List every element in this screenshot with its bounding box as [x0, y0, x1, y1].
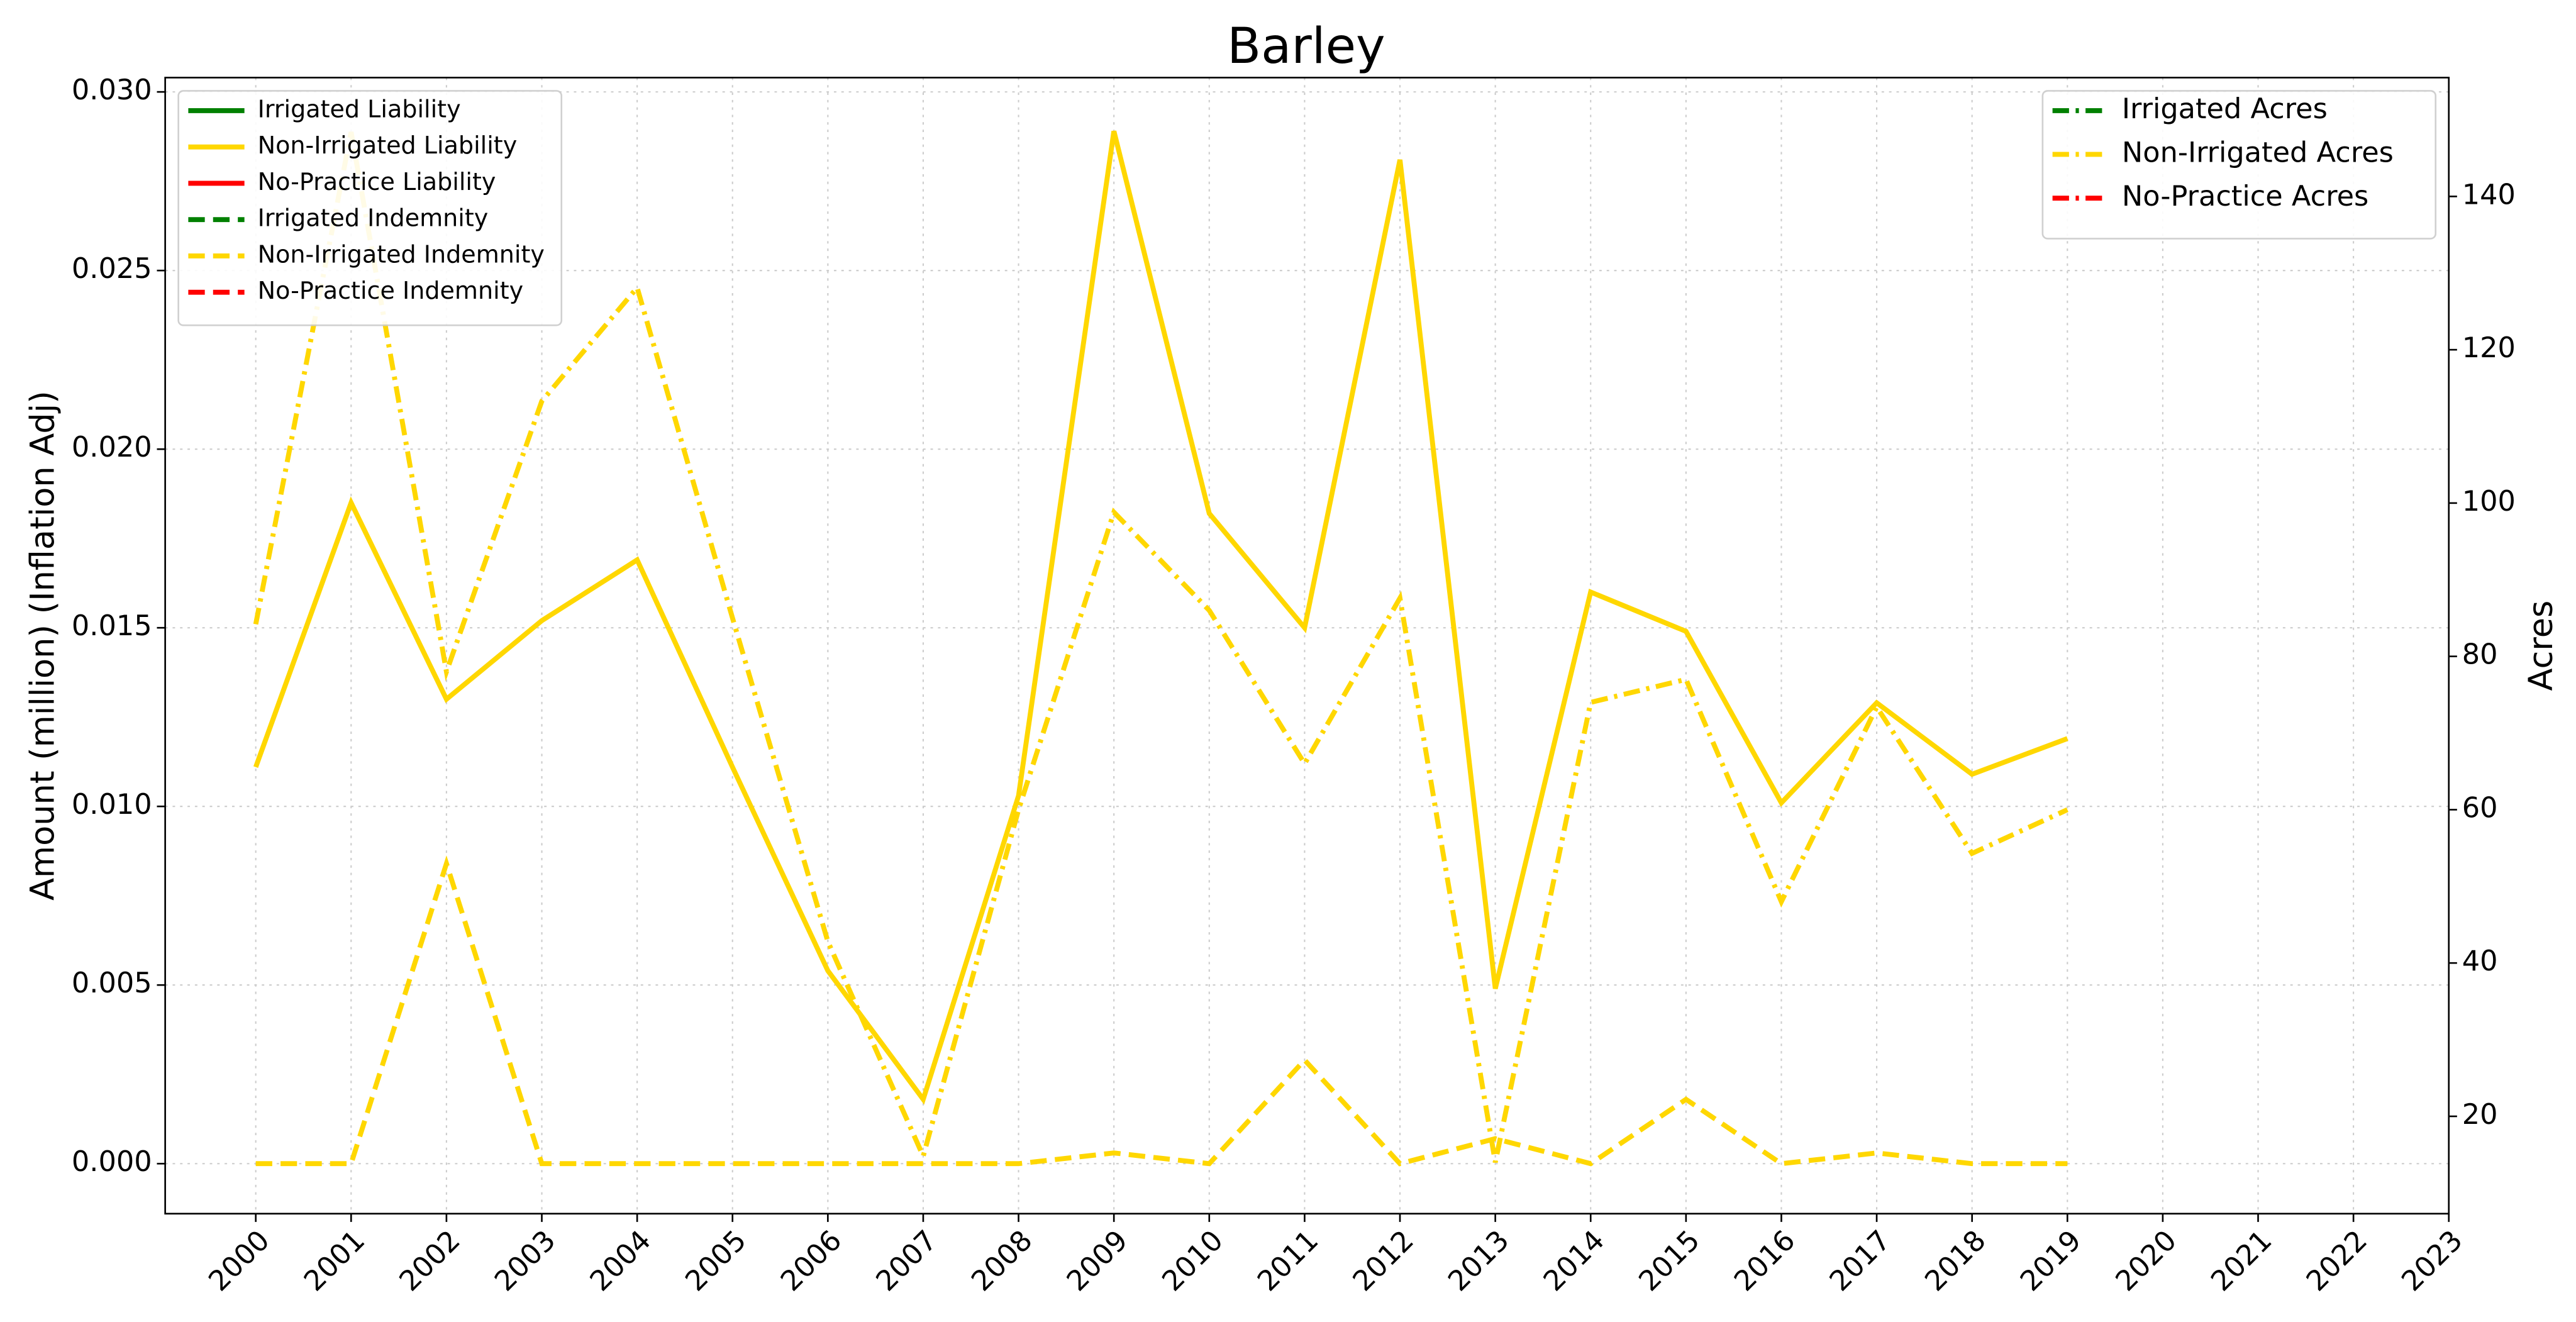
y2-tick-label: 20: [2462, 1098, 2498, 1131]
y-tick-label: 0.000: [72, 1145, 152, 1178]
y-tick-label: 0.025: [72, 252, 152, 285]
y2-tick-label: 140: [2462, 178, 2516, 211]
y2-tick-label: 80: [2462, 638, 2498, 671]
legend-label: Irrigated Indemnity: [258, 204, 489, 232]
data-line: [255, 855, 2068, 1167]
legend-label: Irrigated Acres: [2122, 92, 2328, 125]
y-tick-label: 0.015: [72, 609, 152, 642]
y2-tick-label: 40: [2462, 945, 2498, 977]
y2-tick-label: 120: [2462, 331, 2516, 364]
plot-frame: [164, 77, 2450, 1215]
legend: Irrigated Liability Non-Irrigated Liabili…: [177, 90, 563, 326]
legend-label: Irrigated Liability: [258, 95, 461, 123]
y2-tick-label: 100: [2462, 485, 2516, 518]
legend-label: No-Practice Liability: [258, 168, 496, 196]
y-tick-label: 0.005: [72, 967, 152, 999]
y-tick-label: 0.030: [72, 74, 152, 106]
legend: Irrigated Acres Non-Irrigated Acres No-Pra…: [2041, 90, 2437, 240]
chart-title: Barley: [1227, 17, 1385, 75]
data-line: [253, 131, 2068, 1164]
legend-frame: [177, 90, 563, 326]
legend-label: Non-Irrigated Liability: [258, 131, 518, 159]
legend-label: Non-Irrigated Indemnity: [258, 240, 545, 268]
legend-frame: [2041, 90, 2437, 240]
y2-axis-label: Acres: [2522, 601, 2560, 691]
legend-label: No-Practice Acres: [2122, 180, 2368, 213]
legend-label: No-Practice Indemnity: [258, 277, 523, 304]
legend-label: Non-Irrigated Acres: [2122, 136, 2394, 169]
y-tick-label: 0.010: [72, 788, 152, 821]
y-tick-label: 0.020: [72, 431, 152, 464]
y-axis-label: Amount (million) (Inflation Adj): [24, 391, 62, 901]
data-line: [253, 130, 2068, 1105]
y2-tick-label: 60: [2462, 791, 2498, 824]
